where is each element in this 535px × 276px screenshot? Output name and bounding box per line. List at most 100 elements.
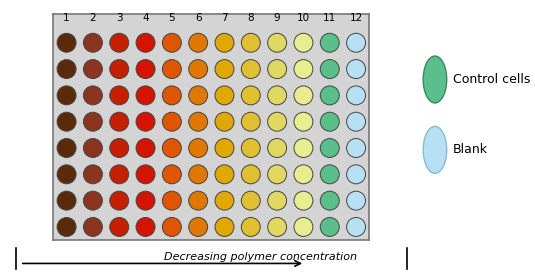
Circle shape: [215, 33, 234, 52]
Text: 11: 11: [323, 13, 337, 23]
Circle shape: [215, 60, 234, 79]
Circle shape: [189, 60, 208, 79]
Text: 6: 6: [195, 13, 202, 23]
Circle shape: [83, 165, 102, 184]
Circle shape: [268, 33, 287, 52]
Circle shape: [294, 86, 313, 105]
Text: 7: 7: [221, 13, 228, 23]
Circle shape: [347, 86, 365, 105]
Text: Blank: Blank: [453, 143, 487, 156]
Text: 1: 1: [63, 13, 70, 23]
Text: Decreasing polymer concentration: Decreasing polymer concentration: [164, 252, 357, 262]
Circle shape: [83, 112, 102, 131]
Circle shape: [320, 165, 339, 184]
Text: 10: 10: [297, 13, 310, 23]
Text: 2: 2: [89, 13, 96, 23]
Circle shape: [241, 60, 260, 79]
Text: 8: 8: [248, 13, 254, 23]
Circle shape: [83, 86, 102, 105]
Circle shape: [189, 33, 208, 52]
Circle shape: [423, 56, 447, 103]
Circle shape: [163, 217, 181, 237]
Circle shape: [423, 126, 447, 173]
Circle shape: [163, 112, 181, 131]
Circle shape: [241, 217, 260, 237]
Circle shape: [136, 86, 155, 105]
Circle shape: [294, 217, 313, 237]
Circle shape: [268, 60, 287, 79]
Circle shape: [189, 217, 208, 237]
Circle shape: [110, 86, 129, 105]
Circle shape: [110, 33, 129, 52]
Circle shape: [163, 60, 181, 79]
Circle shape: [83, 191, 102, 210]
Circle shape: [163, 191, 181, 210]
Circle shape: [57, 165, 76, 184]
Circle shape: [347, 217, 365, 237]
Circle shape: [215, 191, 234, 210]
Circle shape: [189, 86, 208, 105]
Circle shape: [347, 139, 365, 158]
Circle shape: [189, 112, 208, 131]
Circle shape: [163, 86, 181, 105]
Circle shape: [320, 33, 339, 52]
Circle shape: [136, 165, 155, 184]
Circle shape: [268, 112, 287, 131]
Text: 4: 4: [142, 13, 149, 23]
Text: 3: 3: [116, 13, 123, 23]
Circle shape: [215, 86, 234, 105]
Circle shape: [320, 112, 339, 131]
Text: 9: 9: [274, 13, 280, 23]
Circle shape: [241, 33, 260, 52]
Circle shape: [163, 139, 181, 158]
Circle shape: [294, 165, 313, 184]
Circle shape: [57, 191, 76, 210]
Circle shape: [110, 139, 129, 158]
Circle shape: [320, 217, 339, 237]
Circle shape: [57, 139, 76, 158]
Circle shape: [268, 217, 287, 237]
Circle shape: [189, 165, 208, 184]
Circle shape: [110, 60, 129, 79]
Circle shape: [136, 191, 155, 210]
Text: Control cells: Control cells: [453, 73, 530, 86]
Circle shape: [57, 112, 76, 131]
Circle shape: [241, 112, 260, 131]
Text: 5: 5: [169, 13, 175, 23]
Circle shape: [136, 33, 155, 52]
Circle shape: [268, 165, 287, 184]
Circle shape: [215, 165, 234, 184]
Circle shape: [136, 112, 155, 131]
Circle shape: [215, 139, 234, 158]
Circle shape: [215, 112, 234, 131]
Circle shape: [57, 60, 76, 79]
Circle shape: [189, 191, 208, 210]
Circle shape: [294, 112, 313, 131]
Circle shape: [163, 33, 181, 52]
Circle shape: [110, 112, 129, 131]
Circle shape: [347, 191, 365, 210]
Circle shape: [294, 139, 313, 158]
Circle shape: [57, 217, 76, 237]
Circle shape: [347, 112, 365, 131]
Circle shape: [215, 217, 234, 237]
Circle shape: [110, 191, 129, 210]
Circle shape: [136, 217, 155, 237]
Circle shape: [347, 60, 365, 79]
Circle shape: [347, 165, 365, 184]
Circle shape: [347, 33, 365, 52]
Circle shape: [83, 60, 102, 79]
Circle shape: [268, 86, 287, 105]
Circle shape: [189, 139, 208, 158]
Circle shape: [57, 86, 76, 105]
Circle shape: [268, 139, 287, 158]
Circle shape: [241, 165, 260, 184]
Circle shape: [57, 33, 76, 52]
Circle shape: [241, 191, 260, 210]
Circle shape: [320, 60, 339, 79]
Circle shape: [294, 33, 313, 52]
Circle shape: [294, 60, 313, 79]
Circle shape: [110, 217, 129, 237]
Circle shape: [83, 33, 102, 52]
Circle shape: [83, 139, 102, 158]
